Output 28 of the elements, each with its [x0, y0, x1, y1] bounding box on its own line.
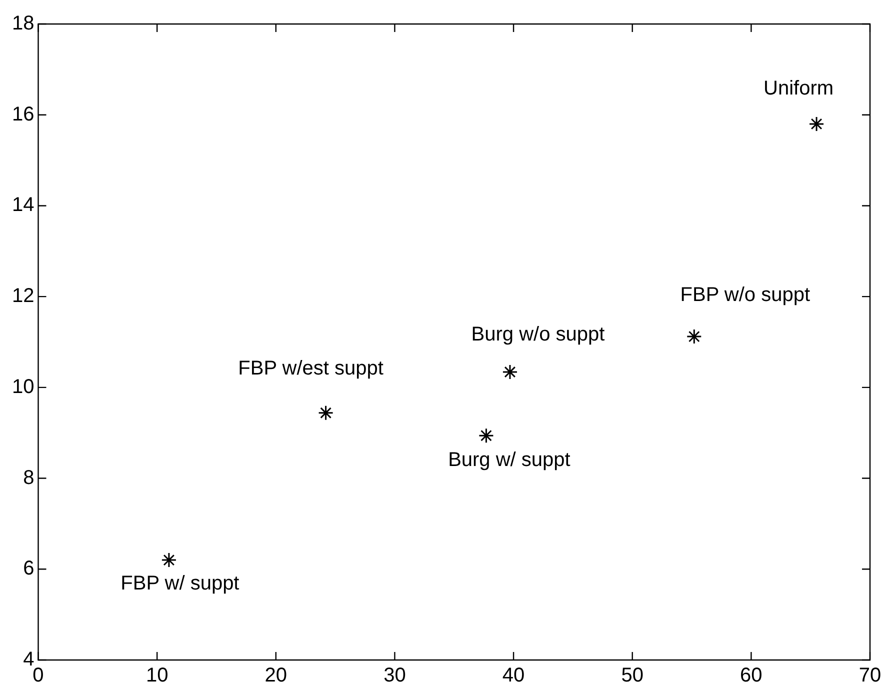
- x-tick-label: 50: [621, 664, 644, 687]
- point: [502, 364, 518, 380]
- x-tick-label: 0: [32, 664, 44, 687]
- x-tick-label: 70: [858, 664, 882, 687]
- point: [318, 405, 334, 421]
- y-tick-label: 6: [23, 558, 34, 580]
- y-tick-label: 16: [12, 103, 34, 126]
- y-tick-label: 10: [12, 376, 34, 398]
- x-tick-label: 60: [740, 664, 762, 687]
- point: [161, 552, 177, 568]
- point: [808, 116, 824, 132]
- x-tick-label: 20: [264, 664, 288, 687]
- x-tick-label: 30: [384, 664, 406, 687]
- y-tick-label: 12: [12, 285, 34, 308]
- point: [686, 328, 702, 344]
- annotation: Burg w/ suppt: [448, 449, 571, 472]
- annotation: Uniform: [764, 77, 834, 100]
- annotation: Burg w/o suppt: [471, 324, 606, 346]
- y-tick-label: 4: [23, 648, 34, 671]
- x-tick-label: 40: [502, 664, 525, 687]
- annotation: FBP w/ suppt: [120, 572, 240, 595]
- y-tick-label: 14: [12, 194, 34, 216]
- annotation: FBP w/o suppt: [680, 284, 810, 306]
- y-tick-label: 18: [12, 12, 34, 35]
- annotation: FBP w/est suppt: [238, 357, 384, 380]
- x-tick-label: 10: [146, 664, 168, 687]
- point: [478, 428, 494, 444]
- y-tick-label: 8: [23, 466, 34, 489]
